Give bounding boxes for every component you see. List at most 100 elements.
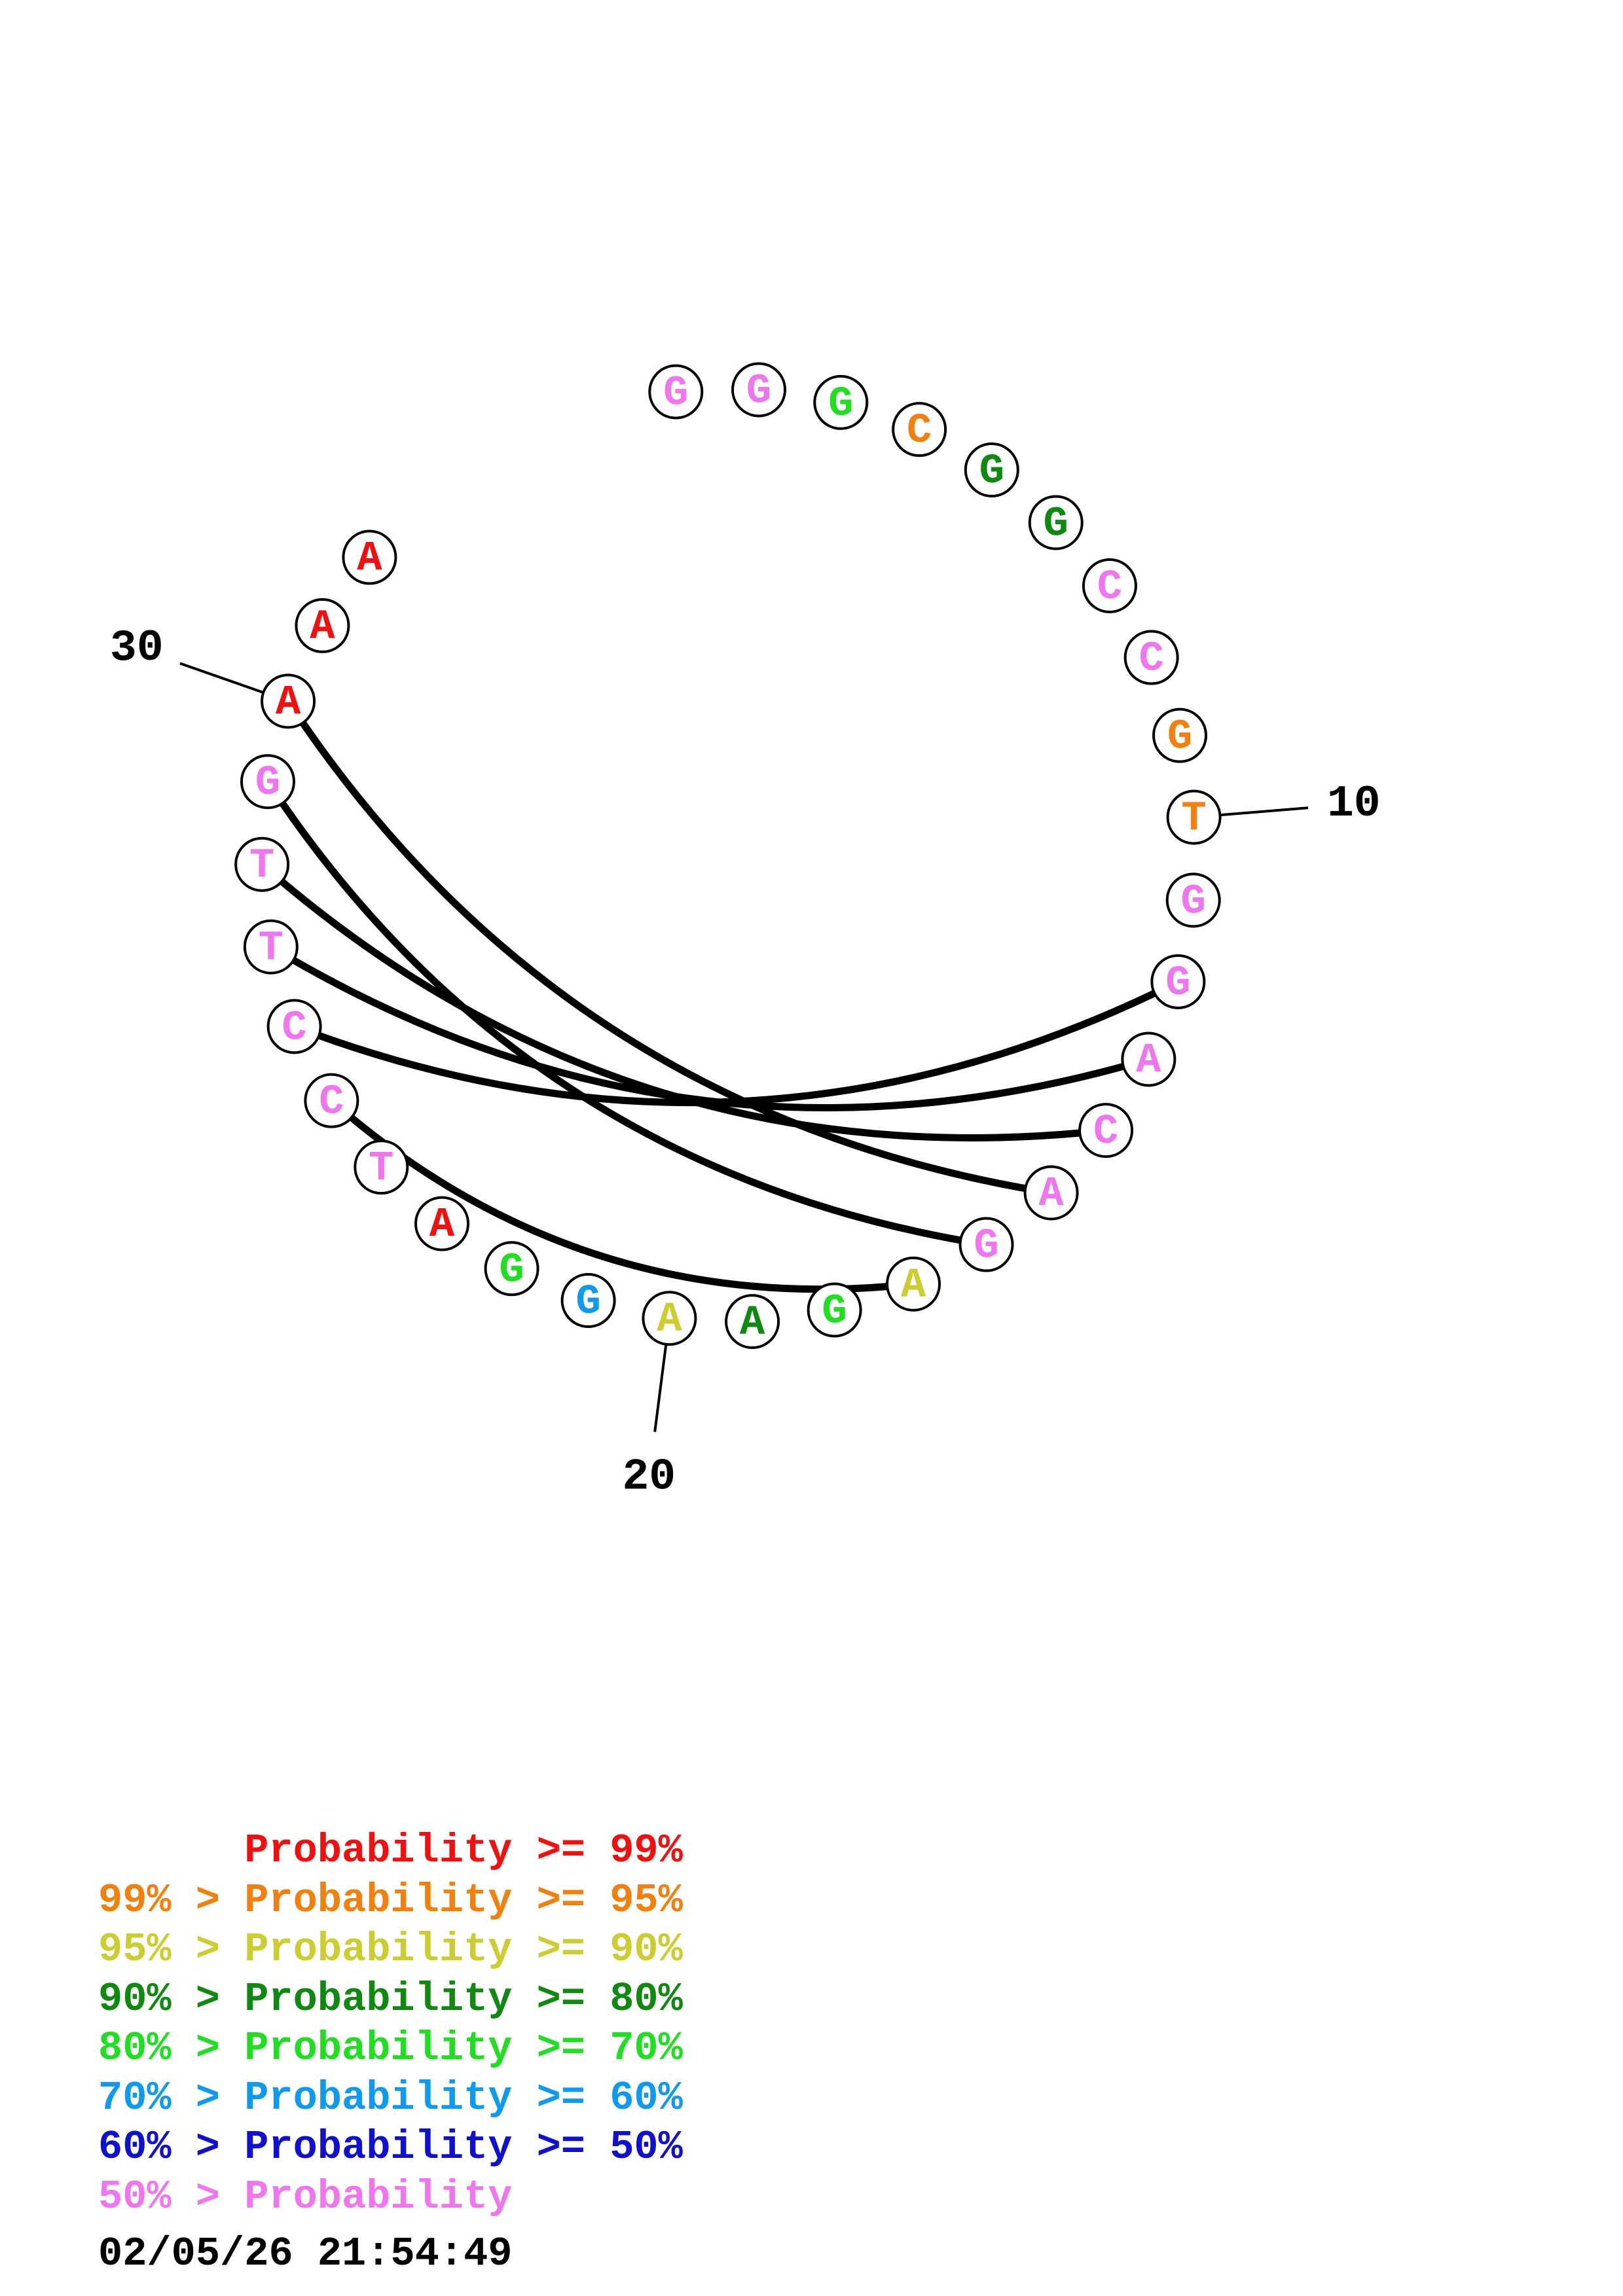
nucleotide-circle: [240, 754, 295, 810]
nucleotide-18: G: [807, 1282, 862, 1338]
nucleotide-base: G: [746, 368, 771, 415]
position-number-label: 10: [1327, 779, 1381, 829]
nucleotide-circle: [886, 1256, 941, 1312]
nucleotide-6: G: [1028, 495, 1084, 550]
nucleotide-base: C: [907, 408, 932, 455]
nucleotide-circle: [560, 1273, 616, 1329]
legend-op: >: [195, 2074, 221, 2121]
nucleotide-circle: [1078, 1103, 1134, 1158]
legend-row-plt50: 50% > Probability: [98, 2172, 683, 2222]
nucleotide-base: G: [663, 370, 688, 418]
legend-suffix: >= 60%: [536, 2074, 683, 2121]
nucleotide-base: T: [1181, 796, 1206, 843]
nucleotide-base: C: [1093, 1109, 1118, 1156]
nucleotide-17: A: [886, 1256, 941, 1312]
legend-op: >: [195, 2025, 221, 2072]
position-number-label: 20: [622, 1452, 676, 1503]
nucleotide-25: C: [304, 1073, 359, 1128]
nucleotide-circle: [958, 1217, 1014, 1272]
nucleotide-circle: [1082, 558, 1137, 613]
legend-prefix: 90%: [98, 1975, 172, 2022]
nucleotide-22: G: [484, 1241, 539, 1297]
base-pair-arc-16-29: [264, 778, 990, 1249]
legend-label: Probability: [244, 2025, 513, 2072]
legend-suffix: >= 70%: [536, 2025, 683, 2072]
probability-legend: Probability >= 99% 99% > Probability >= 95% 95…: [98, 1826, 683, 2221]
nucleotide-32: A: [342, 529, 397, 585]
nucleotide-base: G: [828, 381, 853, 428]
nucleotide-circle: [1150, 954, 1206, 1009]
legend-suffix: >= 95%: [536, 1876, 683, 1924]
nucleotide-circle: [295, 598, 350, 653]
legend-prefix: 99%: [98, 1876, 172, 1924]
nucleotide-base: C: [1097, 564, 1122, 611]
nucleotide-circle: [234, 836, 290, 892]
position-leader-line: [653, 1344, 668, 1433]
legend-op: >: [195, 1926, 221, 1973]
nucleotide-circle: [243, 919, 299, 975]
position-leader-line: [179, 662, 264, 694]
nucleotide-base: A: [429, 1202, 455, 1249]
legend-row-p95: 99% > Probability >= 95%: [98, 1876, 683, 1926]
legend-label: Probability: [244, 1975, 513, 2022]
nucleotide-base: T: [249, 843, 274, 890]
nucleotide-circle: [731, 362, 787, 418]
nucleotide-26: C: [266, 999, 322, 1054]
legend-label: Probability: [244, 2074, 513, 2121]
nucleotide-circle: [261, 673, 316, 729]
nucleotide-circle: [414, 1196, 470, 1251]
nucleotide-30: A: [261, 673, 316, 729]
nucleotide-14: C: [1078, 1103, 1134, 1158]
nucleotide-base: G: [979, 448, 1004, 495]
position-number-label: 30: [110, 623, 164, 673]
nucleotide-base: A: [901, 1263, 926, 1310]
nucleotide-circle: [1152, 708, 1208, 763]
legend-suffix: >= 90%: [536, 1926, 683, 1973]
nucleotide-15: A: [1023, 1165, 1079, 1221]
legend-row-p99: Probability >= 99%: [98, 1826, 683, 1876]
legend-label: Probability: [244, 1926, 513, 1973]
nucleotide-8: C: [1123, 630, 1179, 685]
nucleotide-base: T: [259, 925, 283, 973]
nucleotide-23: A: [414, 1196, 470, 1251]
timestamp: 02/05/26 21:54:49: [98, 2231, 513, 2277]
nucleotide-base: G: [499, 1247, 524, 1294]
base-pair-arc-15-30: [284, 697, 1055, 1196]
nucleotide-1: G: [648, 364, 704, 420]
nucleotide-27: T: [243, 919, 299, 975]
legend-row-p60: 70% > Probability >= 60%: [98, 2073, 683, 2123]
nucleotide-circle: [642, 1291, 697, 1346]
nucleotide-circle: [304, 1073, 359, 1128]
legend-op: >: [195, 1876, 221, 1924]
nucleotide-28: T: [234, 836, 290, 892]
nucleotide-base: C: [1139, 636, 1163, 683]
nucleotide-circle: [354, 1139, 409, 1195]
position-leader-line: [1220, 806, 1309, 817]
nucleotide-base: A: [1038, 1171, 1064, 1218]
nucleotide-circle: [892, 402, 947, 457]
nucleotide-circle: [342, 529, 397, 585]
nucleotide-circle: [1166, 789, 1222, 845]
nucleotide-base: G: [255, 760, 280, 807]
legend-label: Probability: [244, 1827, 513, 1874]
legend-op: >: [195, 2124, 221, 2170]
nucleotide-circle: [813, 374, 869, 430]
nucleotide-4: C: [892, 402, 947, 457]
nucleotide-circle: [964, 442, 1019, 497]
nucleotide-circle: [648, 364, 704, 420]
legend-label: Probability: [244, 2173, 513, 2220]
legend-suffix: >= 80%: [536, 1975, 683, 2022]
nucleotide-circle: [1028, 495, 1084, 550]
nucleotide-circle: [266, 999, 322, 1054]
nucleotide-9: G: [1152, 708, 1208, 763]
nucleotide-31: A: [295, 598, 350, 653]
nucleotide-base: C: [282, 1005, 306, 1052]
nucleotide-base: A: [310, 604, 335, 651]
legend-suffix: >= 99%: [536, 1827, 683, 1874]
nucleotide-10: T: [1166, 789, 1222, 845]
legend-row-p90: 95% > Probability >= 90%: [98, 1925, 683, 1975]
nucleotide-21: G: [560, 1273, 616, 1329]
base-pair-arc-14-28: [258, 861, 1110, 1141]
